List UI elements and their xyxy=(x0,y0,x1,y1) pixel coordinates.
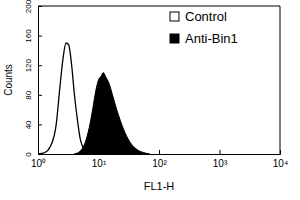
x-tick-label: 10² xyxy=(152,158,167,169)
y-tick-label: 200 xyxy=(24,0,33,13)
y-axis-title: Counts xyxy=(3,64,14,96)
chart: 10⁰ 10¹ 10² 10³ 10⁴ 0 40 80 120 160 200 FL1-H Counts… xyxy=(0,0,300,200)
y-tick-mark xyxy=(38,36,42,37)
y-axis: 0 40 80 120 160 200 xyxy=(24,0,42,157)
y-tick: 40 xyxy=(24,120,42,129)
legend-swatch xyxy=(170,12,179,21)
plot: 10⁰ 10¹ 10² 10³ 10⁴ 0 40 80 120 160 200 xyxy=(24,0,288,169)
x-axis: 10⁰ 10¹ 10² 10³ 10⁴ xyxy=(31,150,288,169)
x-tick: 10² xyxy=(152,150,167,169)
y-tick-mark xyxy=(38,95,42,96)
y-tick-label: 0 xyxy=(24,152,33,157)
data-layer xyxy=(38,43,150,154)
y-tick: 80 xyxy=(24,90,42,99)
legend-label: Anti-Bin1 xyxy=(185,31,238,46)
legend-swatch xyxy=(170,34,179,43)
x-tick-mark xyxy=(159,150,160,154)
x-tick-label: 10⁰ xyxy=(31,158,46,169)
x-tick-label: 10⁴ xyxy=(273,158,288,169)
legend: Control Anti-Bin1 xyxy=(170,9,238,46)
y-tick-mark xyxy=(38,6,42,7)
y-tick-label: 160 xyxy=(24,29,33,43)
x-tick-label: 10³ xyxy=(213,158,228,169)
y-tick-mark xyxy=(38,124,42,125)
y-tick: 0 xyxy=(24,152,42,157)
x-tick: 10³ xyxy=(213,150,228,169)
y-tick-label: 120 xyxy=(24,58,33,72)
x-tick: 10⁴ xyxy=(273,150,288,169)
y-tick: 160 xyxy=(24,29,42,43)
legend-label: Control xyxy=(185,9,227,24)
legend-item: Anti-Bin1 xyxy=(170,31,238,46)
x-tick-label: 10¹ xyxy=(92,158,107,169)
x-tick: 10¹ xyxy=(92,150,107,169)
y-tick: 200 xyxy=(24,0,42,13)
frame-top xyxy=(38,6,280,7)
legend-item: Control xyxy=(170,9,227,24)
histogram-area xyxy=(74,73,149,154)
y-tick-mark xyxy=(38,65,42,66)
y-tick-mark xyxy=(38,154,42,155)
y-tick-label: 80 xyxy=(24,90,33,99)
x-tick-mark xyxy=(280,150,281,154)
y-tick: 120 xyxy=(24,58,42,72)
histogram-line xyxy=(38,43,93,154)
y-axis-line xyxy=(39,7,43,155)
x-axis-line xyxy=(39,150,281,155)
frame-right xyxy=(280,6,281,154)
x-tick-mark xyxy=(99,150,100,154)
y-tick-label: 40 xyxy=(24,120,33,129)
x-tick-mark xyxy=(220,150,221,154)
x-axis-title: FL1-H xyxy=(144,180,175,192)
